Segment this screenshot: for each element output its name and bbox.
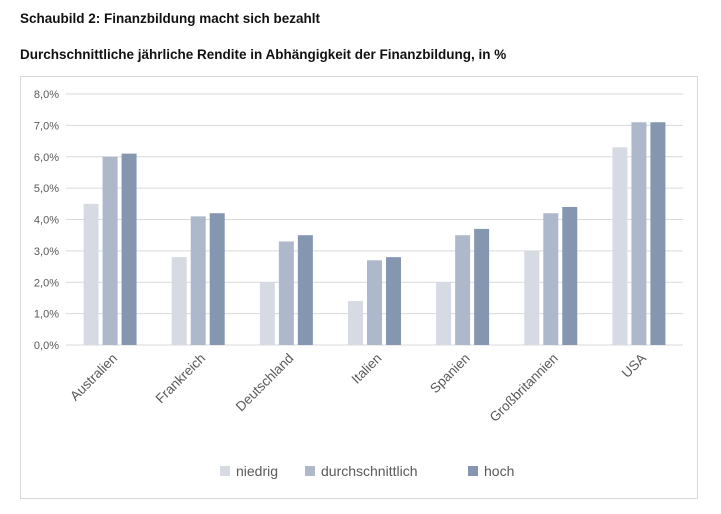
bar-niedrig-spanien bbox=[436, 282, 452, 345]
bar-durchschnittlich-deutschland bbox=[278, 241, 294, 345]
bar-niedrig-deutschland bbox=[259, 282, 275, 345]
y-tick-label: 5,0% bbox=[34, 183, 59, 195]
bars bbox=[83, 122, 666, 345]
y-tick-label: 3,0% bbox=[34, 246, 59, 258]
x-tick-label: Australien bbox=[67, 351, 120, 404]
bar-hoch-australien bbox=[121, 153, 137, 345]
gridlines bbox=[66, 93, 683, 346]
x-tick-label: Frankreich bbox=[153, 351, 209, 407]
bar-durchschnittlich-usa bbox=[631, 122, 647, 345]
legend-label-durchschnittlich: durchschnittlich bbox=[321, 463, 418, 479]
bar-hoch-deutschland bbox=[297, 235, 313, 345]
x-tick-label: Großbritannien bbox=[487, 351, 561, 425]
bar-hoch-italien bbox=[386, 257, 401, 345]
y-tick-label: 8,0% bbox=[34, 89, 59, 101]
bar-chart: 0,0% 1,0% 2,0% 3,0% 4,0% 5,0% 6,0% 7,0% 8,0% Aus… bbox=[34, 89, 683, 479]
legend-label-niedrig: niedrig bbox=[236, 463, 278, 479]
bar-durchschnittlich-frankreich bbox=[190, 216, 206, 345]
bar-hoch-spanien bbox=[474, 228, 490, 345]
bar-hoch-großbritannien bbox=[562, 206, 578, 345]
bar-hoch-usa bbox=[650, 122, 666, 345]
y-tick-label: 4,0% bbox=[34, 215, 59, 227]
legend: niedrig durchschnittlich hoch bbox=[220, 463, 514, 479]
legend-swatch-durchschnittlich bbox=[305, 466, 315, 476]
bar-durchschnittlich-australien bbox=[102, 156, 118, 345]
bar-durchschnittlich-spanien bbox=[455, 235, 471, 345]
bar-durchschnittlich-großbritannien bbox=[543, 213, 559, 345]
bar-hoch-frankreich bbox=[209, 213, 225, 345]
y-tick-label: 2,0% bbox=[34, 277, 59, 289]
bar-niedrig-frankreich bbox=[171, 257, 187, 345]
bar-niedrig-australien bbox=[83, 203, 99, 345]
x-tick-label: USA bbox=[619, 351, 649, 381]
legend-label-hoch: hoch bbox=[484, 463, 514, 479]
x-tick-label: Spanien bbox=[427, 351, 473, 397]
x-tick-label: Deutschland bbox=[233, 351, 297, 415]
chart-frame: 0,0% 1,0% 2,0% 3,0% 4,0% 5,0% 6,0% 7,0% 8,0% Aus… bbox=[20, 76, 698, 499]
x-tick-label: Italien bbox=[349, 351, 385, 387]
chart-caption-subtitle: Durchschnittliche jährliche Rendite in A… bbox=[20, 47, 507, 62]
bar-niedrig-italien bbox=[348, 301, 363, 345]
y-axis-ticks: 0,0% 1,0% 2,0% 3,0% 4,0% 5,0% 6,0% 7,0% 8,0% bbox=[34, 89, 59, 352]
legend-swatch-niedrig bbox=[220, 466, 230, 476]
y-tick-label: 6,0% bbox=[34, 152, 59, 164]
bar-durchschnittlich-italien bbox=[367, 260, 382, 345]
y-tick-label: 1,0% bbox=[34, 309, 59, 321]
y-tick-label: 0,0% bbox=[34, 340, 59, 352]
bar-niedrig-großbritannien bbox=[524, 250, 540, 345]
bar-niedrig-usa bbox=[612, 147, 628, 345]
legend-swatch-hoch bbox=[468, 466, 478, 476]
y-tick-label: 7,0% bbox=[34, 120, 59, 132]
chart-caption-title: Schaubild 2: Finanzbildung macht sich be… bbox=[20, 11, 321, 26]
x-axis-ticks: Australien Frankreich Deutschland Italien Sp… bbox=[67, 351, 649, 425]
